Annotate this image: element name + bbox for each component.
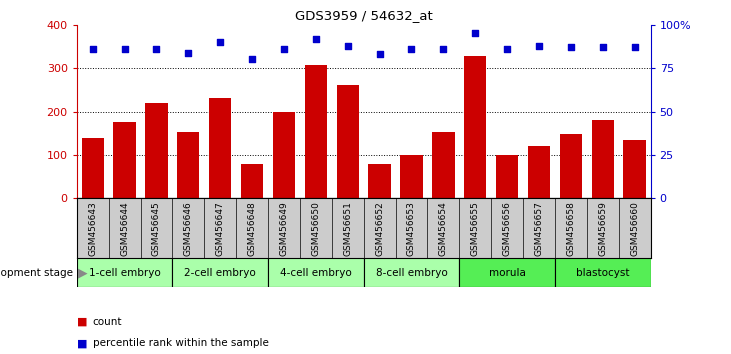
Text: GSM456646: GSM456646: [183, 201, 193, 256]
Text: GSM456652: GSM456652: [375, 201, 384, 256]
Point: [87, 46, 99, 52]
Text: GSM456653: GSM456653: [407, 201, 416, 256]
Text: GSM456654: GSM456654: [439, 201, 448, 256]
Bar: [241, 164, 263, 198]
Text: 2-cell embryo: 2-cell embryo: [184, 268, 256, 278]
Bar: [364, 258, 459, 287]
Point: [151, 46, 162, 52]
Bar: [368, 164, 391, 198]
Text: GSM456649: GSM456649: [279, 201, 289, 256]
Point: [246, 57, 258, 62]
Point: [501, 46, 513, 52]
Title: GDS3959 / 54632_at: GDS3959 / 54632_at: [295, 9, 433, 22]
Text: GSM456656: GSM456656: [503, 201, 512, 256]
Text: morula: morula: [489, 268, 526, 278]
Bar: [173, 258, 268, 287]
Bar: [77, 258, 173, 287]
Text: GSM456658: GSM456658: [567, 201, 575, 256]
Bar: [273, 112, 295, 198]
Text: ■: ■: [77, 317, 87, 327]
Bar: [560, 134, 582, 198]
Bar: [113, 122, 136, 198]
Point: [597, 45, 609, 50]
Bar: [528, 146, 550, 198]
Bar: [177, 132, 200, 198]
Text: ▶: ▶: [78, 266, 88, 279]
Bar: [336, 85, 359, 198]
Text: GSM456655: GSM456655: [471, 201, 480, 256]
Text: 4-cell embryo: 4-cell embryo: [280, 268, 352, 278]
Text: GSM456659: GSM456659: [598, 201, 607, 256]
Text: development stage: development stage: [0, 268, 73, 278]
Point: [565, 45, 577, 50]
Text: 1-cell embryo: 1-cell embryo: [88, 268, 160, 278]
Bar: [145, 103, 167, 198]
Bar: [555, 258, 651, 287]
Bar: [209, 98, 232, 198]
Text: count: count: [93, 317, 122, 327]
Text: ■: ■: [77, 338, 87, 348]
Bar: [401, 155, 423, 198]
Point: [183, 50, 194, 55]
Text: GSM456651: GSM456651: [344, 201, 352, 256]
Point: [406, 46, 417, 52]
Point: [438, 46, 450, 52]
Point: [214, 39, 226, 45]
Text: blastocyst: blastocyst: [576, 268, 629, 278]
Bar: [464, 56, 486, 198]
Text: GSM456644: GSM456644: [120, 201, 129, 256]
Bar: [82, 137, 104, 198]
Point: [374, 51, 385, 57]
Point: [629, 45, 640, 50]
Bar: [268, 258, 363, 287]
Text: 8-cell embryo: 8-cell embryo: [376, 268, 447, 278]
Point: [118, 46, 130, 52]
Point: [342, 43, 354, 48]
Bar: [591, 120, 614, 198]
Bar: [432, 132, 455, 198]
Bar: [624, 140, 645, 198]
Bar: [459, 258, 555, 287]
Bar: [496, 155, 518, 198]
Text: GSM456643: GSM456643: [88, 201, 97, 256]
Point: [310, 36, 322, 41]
Point: [533, 43, 545, 48]
Text: GSM456657: GSM456657: [534, 201, 544, 256]
Text: GSM456648: GSM456648: [248, 201, 257, 256]
Text: GSM456660: GSM456660: [630, 201, 639, 256]
Text: GSM456650: GSM456650: [311, 201, 320, 256]
Bar: [305, 65, 327, 198]
Text: GSM456647: GSM456647: [216, 201, 224, 256]
Text: GSM456645: GSM456645: [152, 201, 161, 256]
Point: [469, 30, 481, 36]
Point: [278, 46, 289, 52]
Text: percentile rank within the sample: percentile rank within the sample: [93, 338, 269, 348]
